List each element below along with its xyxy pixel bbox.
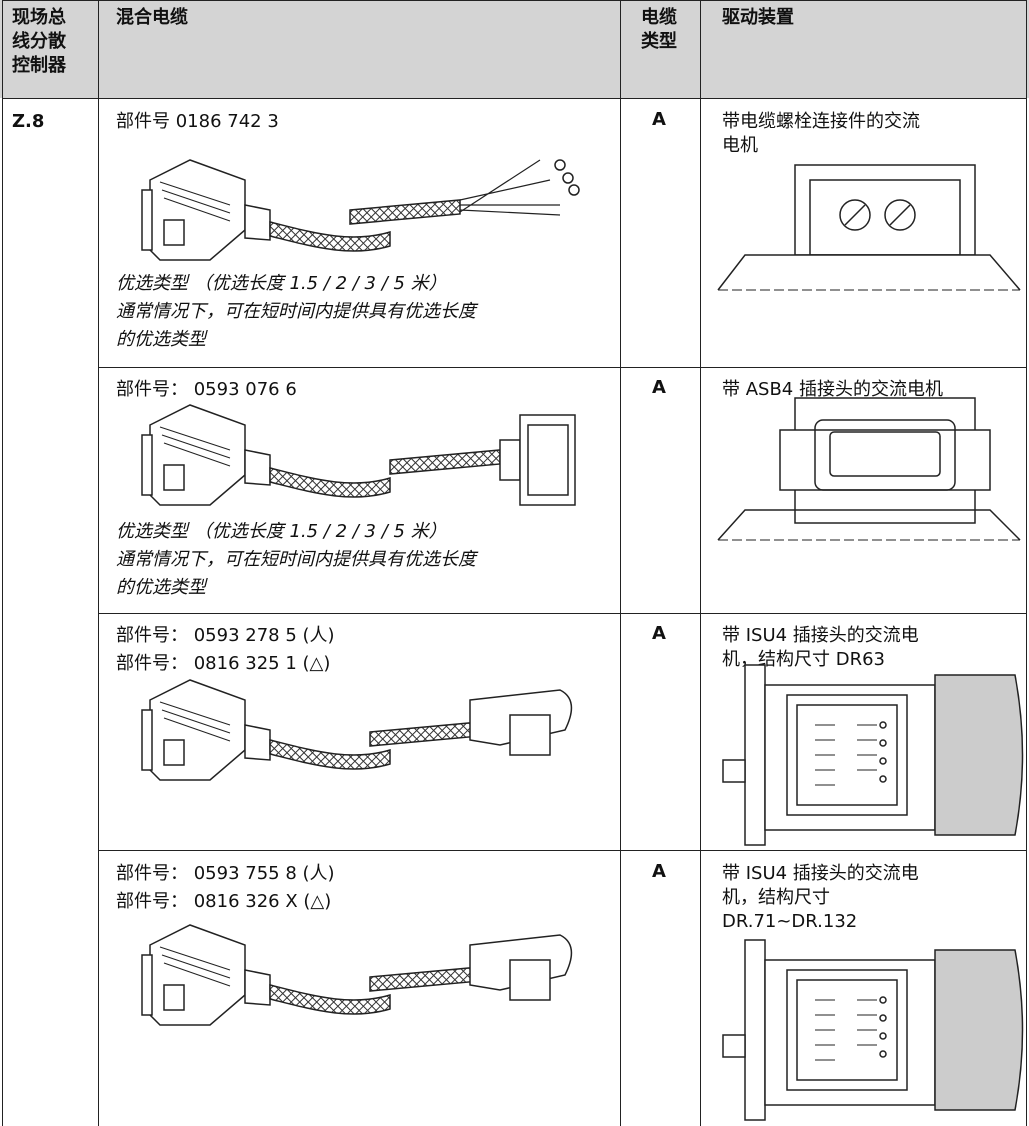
header-cell: 控制器 (12, 55, 66, 76)
note: 优选类型 （优选长度 1.5 / 2 / 3 / 5 米） (116, 521, 447, 542)
header-cell: 类型 (641, 31, 677, 52)
drive: 带 ISU4 插接头的交流电 (722, 863, 919, 884)
cable-type: A (652, 861, 666, 882)
drive: 带 ASB4 插接头的交流电机 (722, 379, 943, 400)
part-number: 部件号： 0816 326 X (△) (116, 891, 332, 912)
rule (1026, 0, 1027, 1126)
motor-illustration (722, 939, 1024, 1121)
rule (98, 367, 1027, 368)
cable-illustration (141, 404, 576, 506)
cable-type: A (652, 109, 666, 130)
cable-illustration (141, 159, 580, 261)
drive: 机，结构尺寸 (722, 887, 830, 908)
drive: 带电缆螺栓连接件的交流 (722, 111, 920, 132)
motor-illustration (717, 397, 1021, 541)
cable-illustration (141, 679, 573, 781)
note: 通常情况下，可在短时间内提供具有优选长度 (116, 301, 476, 322)
part-number: 部件号： 0593 076 6 (116, 379, 297, 400)
header-cell: 电缆 (641, 7, 677, 28)
cable-illustration (141, 924, 573, 1026)
controller: Z.8 (12, 111, 45, 132)
header-cell: 现场总 (12, 7, 66, 28)
motor-illustration (717, 164, 1021, 291)
header-cell: 混合电缆 (116, 7, 188, 28)
rule (98, 850, 1027, 851)
cable-type: A (652, 623, 666, 644)
drive: DR.71~DR.132 (722, 911, 858, 932)
rule (2, 0, 3, 1126)
part-number: 部件号： 0816 325 1 (△) (116, 653, 331, 674)
note: 优选类型 （优选长度 1.5 / 2 / 3 / 5 米） (116, 273, 447, 294)
header-cell: 线分散 (12, 31, 66, 52)
rule (98, 613, 1027, 614)
part-number: 部件号 0186 742 3 (116, 111, 279, 132)
header-cell: 驱动装置 (722, 7, 794, 28)
drive: 电机 (722, 135, 758, 156)
rule (700, 0, 701, 1126)
note: 的优选类型 (116, 329, 206, 350)
rule (2, 0, 1027, 1)
part-number: 部件号： 0593 755 8 (人) (116, 863, 335, 884)
motor-illustration (722, 664, 1024, 846)
rule (98, 0, 99, 1126)
rule (2, 98, 1027, 99)
note: 的优选类型 (116, 577, 206, 598)
cable-type: A (652, 377, 666, 398)
part-number: 部件号： 0593 278 5 (人) (116, 625, 335, 646)
note: 通常情况下，可在短时间内提供具有优选长度 (116, 549, 476, 570)
drive: 带 ISU4 插接头的交流电 (722, 625, 919, 646)
header-band (0, 0, 1029, 98)
rule (620, 0, 621, 1126)
